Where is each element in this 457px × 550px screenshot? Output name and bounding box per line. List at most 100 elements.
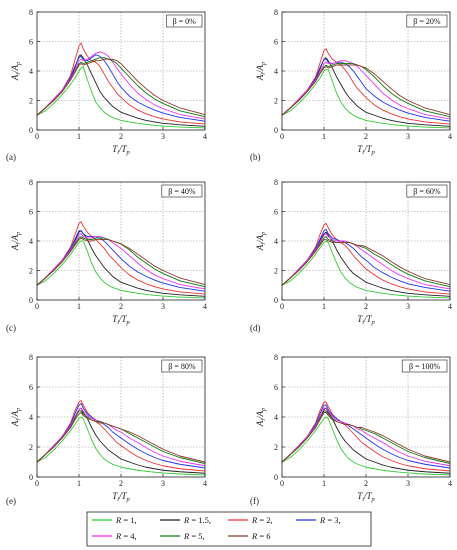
legend-label: R = 1, <box>115 515 137 525</box>
legend-label: R = 3, <box>319 515 341 525</box>
legend-label: R = 5, <box>183 531 205 541</box>
y-tick-label: 6 <box>29 208 33 217</box>
series-line-6 <box>281 239 451 286</box>
y-tick-label: 2 <box>274 443 278 452</box>
legend-label: R = 2, <box>251 515 273 525</box>
y-tick-label: 8 <box>29 353 33 362</box>
series-line-4 <box>281 233 451 290</box>
y-tick-label: 6 <box>274 208 278 217</box>
x-axis-label: Ti/Tp <box>112 144 130 156</box>
y-axis-label: Ai/Ap <box>255 407 267 427</box>
y-tick-label: 8 <box>274 178 278 187</box>
chart-panel-4: 0 1 2 3 4 0 2 4 6 8 Ti/Tp Ai/Ap β = 60% (d) <box>250 178 452 333</box>
y-tick-label: 8 <box>274 353 278 362</box>
x-tick-label: 4 <box>448 302 452 311</box>
legend-item: R = 1.5, <box>160 515 211 525</box>
x-tick-label: 4 <box>203 132 207 141</box>
beta-annotation-box <box>401 359 448 373</box>
beta-annotation-box <box>166 14 203 28</box>
y-tick-label: 4 <box>29 237 33 246</box>
x-tick-label: 1 <box>322 479 326 488</box>
series-line-4 <box>36 51 206 120</box>
y-axis-label: Ai/Ap <box>255 61 267 81</box>
beta-annotation-box <box>161 184 203 198</box>
y-tick-label: 4 <box>274 413 278 422</box>
x-axis-label: Ti/Tp <box>357 144 375 156</box>
y-tick-label: 6 <box>29 38 33 47</box>
series-line-6 <box>36 58 206 116</box>
series-line-4 <box>281 407 451 467</box>
y-axis-label: Ai/Ap <box>10 61 22 81</box>
beta-annotation-box <box>161 359 203 373</box>
series-line-2 <box>36 400 206 472</box>
legend-label: R = 6 <box>251 531 271 541</box>
x-tick-label: 0 <box>35 132 39 141</box>
series-line-6 <box>36 412 206 463</box>
series-line-2 <box>36 221 206 295</box>
beta-annotation: β = 60% <box>413 187 441 196</box>
y-tick-label: 2 <box>274 97 278 106</box>
legend-item: R = 5, <box>160 531 205 541</box>
x-tick-label: 0 <box>280 132 284 141</box>
x-tick-label: 3 <box>406 302 410 311</box>
series-line-1 <box>36 416 206 476</box>
y-tick-label: 4 <box>29 413 33 422</box>
chart-panel-5: 0 1 2 3 4 0 2 4 6 8 Ti/Tp Ai/Ap β = 80% (e) <box>6 353 207 506</box>
y-axis-label: Ai/Ap <box>255 231 267 251</box>
panel-label: (c) <box>6 323 16 333</box>
legend-item: R = 2, <box>228 515 273 525</box>
x-tick-label: 1 <box>77 479 81 488</box>
x-tick-label: 3 <box>406 479 410 488</box>
beta-annotation: β = 100% <box>409 362 441 371</box>
x-tick-label: 0 <box>35 479 39 488</box>
series-line-3 <box>36 54 206 122</box>
legend-item: R = 6 <box>228 531 271 541</box>
y-axis-label: Ai/Ap <box>10 407 22 427</box>
x-tick-label: 2 <box>364 132 368 141</box>
y-axis-label: Ai/Ap <box>10 231 22 251</box>
x-tick-label: 3 <box>161 479 165 488</box>
series-line-4 <box>36 233 206 290</box>
chart-panel-6: 0 1 2 3 4 0 2 4 6 8 Ti/Tp Ai/Ap β = 100% (f) <box>250 353 452 506</box>
beta-annotation: β = 40% <box>168 187 196 196</box>
chart-panel-3: 0 1 2 3 4 0 2 4 6 8 Ti/Tp Ai/Ap β = 40% (c) <box>6 178 207 333</box>
legend-label: R = 4, <box>115 531 137 541</box>
panel-label: (e) <box>6 496 16 506</box>
panel-label: (f) <box>250 496 259 506</box>
beta-annotation: β = 20% <box>413 17 441 26</box>
series-line-1 <box>281 416 451 476</box>
x-tick-label: 1 <box>77 132 81 141</box>
y-tick-label: 0 <box>29 126 33 135</box>
x-axis-label: Ti/Tp <box>357 491 375 503</box>
y-tick-label: 4 <box>29 67 33 76</box>
x-tick-label: 3 <box>406 132 410 141</box>
legend-label: R = 1.5, <box>183 515 211 525</box>
panel-label: (b) <box>250 152 261 162</box>
x-tick-label: 2 <box>119 302 123 311</box>
y-tick-label: 6 <box>274 38 278 47</box>
x-tick-label: 1 <box>322 132 326 141</box>
y-tick-label: 8 <box>29 8 33 17</box>
x-axis-label: Ti/Tp <box>357 314 375 326</box>
x-tick-label: 4 <box>448 479 452 488</box>
y-tick-label: 2 <box>29 443 33 452</box>
y-tick-label: 6 <box>29 383 33 392</box>
chart-panel-2: 0 1 2 3 4 0 2 4 6 8 Ti/Tp Ai/Ap β = 20% (b) <box>250 8 452 162</box>
x-tick-label: 0 <box>35 302 39 311</box>
x-tick-label: 4 <box>203 302 207 311</box>
x-tick-label: 0 <box>280 302 284 311</box>
y-tick-label: 8 <box>29 178 33 187</box>
y-tick-label: 0 <box>274 473 278 482</box>
y-tick-label: 4 <box>274 237 278 246</box>
x-tick-label: 3 <box>161 302 165 311</box>
panel-label: (a) <box>6 152 16 162</box>
series-line-2 <box>36 42 206 125</box>
series-line-4 <box>281 60 451 120</box>
x-tick-label: 3 <box>161 132 165 141</box>
series-line-1 <box>281 240 451 299</box>
x-tick-label: 1 <box>77 302 81 311</box>
x-axis-label: Ti/Tp <box>112 491 130 503</box>
series-line-6 <box>36 237 206 286</box>
legend-item: R = 4, <box>92 531 137 541</box>
